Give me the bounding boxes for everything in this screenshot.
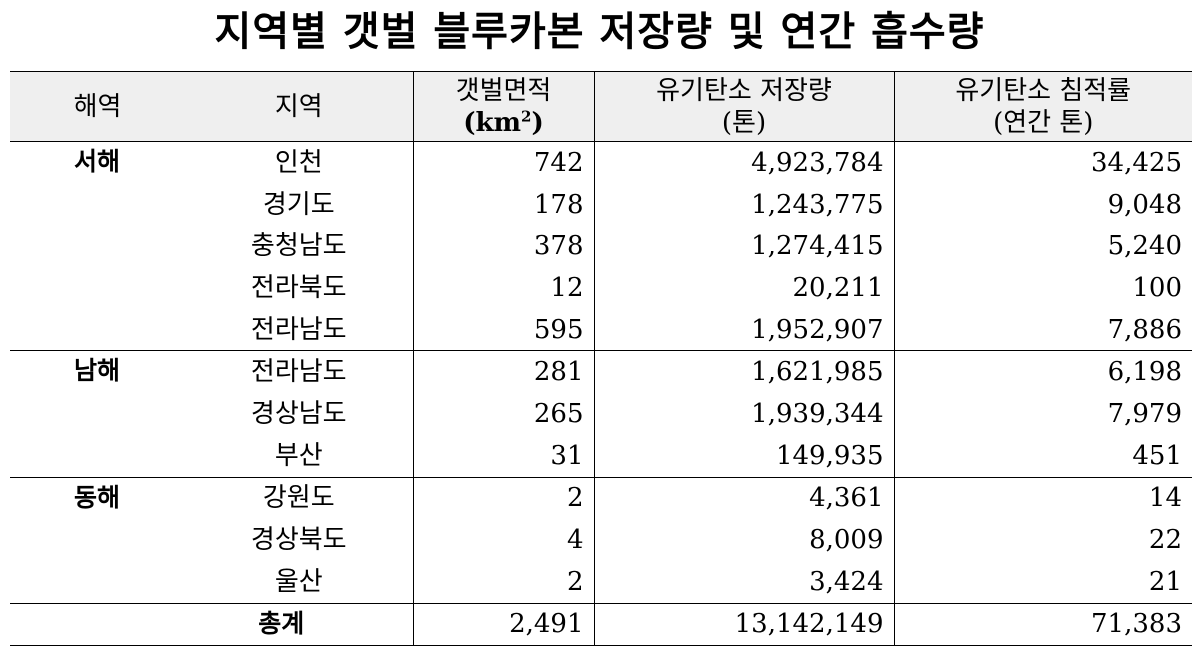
area-cell: 12 <box>412 267 594 309</box>
area-cell: 4 <box>412 519 594 561</box>
area-cell: 742 <box>412 141 594 184</box>
table-row: 전라남도 595 1,952,907 7,886 <box>10 308 1192 351</box>
table-row: 서해 인천 742 4,923,784 34,425 <box>10 141 1192 184</box>
area-cell: 2 <box>412 477 594 520</box>
region-cell: 충청남도 <box>250 231 347 262</box>
page-title: 지역별 갯벌 블루카본 저장량 및 연간 흡수량 <box>214 9 985 55</box>
header-rate-label: 유기탄소 침적률 <box>955 75 1132 106</box>
sea-cell: 남해 <box>74 356 121 386</box>
area-cell: 2 <box>412 560 594 604</box>
rate-cell: 14 <box>893 477 1192 520</box>
rate-cell: 5,240 <box>893 225 1192 268</box>
group-0: 서해 인천 742 4,923,784 34,425 경기도 178 1,243,775 9,0… <box>10 141 1192 351</box>
header-storage: 유기탄소 저장량 (톤) <box>593 71 894 142</box>
table-row: 경상남도 265 1,939,344 7,979 <box>10 393 1192 435</box>
header-area-unit: (km2) <box>418 107 590 139</box>
region-cell: 인천 <box>274 147 323 178</box>
table-row: 전라북도 12 20,211 100 <box>10 267 1192 309</box>
rate-cell: 22 <box>893 519 1192 561</box>
region-cell: 경상북도 <box>250 525 347 556</box>
storage-cell: 20,211 <box>593 267 894 309</box>
rate-cell: 100 <box>893 267 1192 309</box>
header-rate: 유기탄소 침적률 (연간 톤) <box>893 71 1192 142</box>
area-cell: 595 <box>412 308 594 351</box>
sea-cell: 동해 <box>74 482 121 512</box>
group-1: 남해 전라남도 281 1,621,985 6,198 경상남도 265 1,939,344 7… <box>10 350 1192 477</box>
rate-cell: 9,048 <box>893 183 1192 226</box>
unit-sup: 2 <box>521 106 532 125</box>
region-cell: 부산 <box>274 440 323 471</box>
total-rate: 71,383 <box>893 602 1192 646</box>
region-cell: 강원도 <box>262 483 335 514</box>
storage-cell: 1,939,344 <box>593 393 894 435</box>
group-2: 동해 강원도 2 4,361 14 경상북도 4 8,009 22 울산 2 3,424 21 <box>10 477 1192 604</box>
area-cell: 378 <box>412 225 594 268</box>
total-area: 2,491 <box>412 602 594 646</box>
area-cell: 265 <box>412 393 594 435</box>
carbon-table: 해역 지역 갯벌면적 (km2) 유기탄소 저장량 (톤) 유기탄소 침적률 (… <box>10 71 1192 646</box>
table-header: 해역 지역 갯벌면적 (km2) 유기탄소 저장량 (톤) 유기탄소 침적률 (… <box>10 71 1192 142</box>
storage-cell: 3,424 <box>593 560 894 604</box>
table-row: 울산 2 3,424 21 <box>10 560 1192 604</box>
rate-cell: 7,886 <box>893 308 1192 351</box>
rate-cell: 21 <box>893 560 1192 604</box>
unit-base: (km <box>463 107 522 138</box>
total-row: 총계 2,491 13,142,149 71,383 <box>10 602 1192 646</box>
rate-cell: 7,979 <box>893 393 1192 435</box>
header-area-label: 갯벌면적 <box>455 75 552 106</box>
header-storage-unit: (톤) <box>721 107 767 138</box>
table-row: 부산 31 149,935 451 <box>10 434 1192 477</box>
area-cell: 281 <box>412 350 594 394</box>
region-cell: 전라남도 <box>250 357 347 388</box>
header-storage-label: 유기탄소 저장량 <box>656 75 832 106</box>
rate-cell: 451 <box>893 434 1192 477</box>
total-storage: 13,142,149 <box>593 602 894 646</box>
storage-cell: 4,361 <box>593 477 894 520</box>
header-region: 지역 <box>274 91 323 122</box>
table-row: 동해 강원도 2 4,361 14 <box>10 477 1192 520</box>
storage-cell: 4,923,784 <box>593 141 894 184</box>
storage-cell: 1,243,775 <box>593 183 894 226</box>
table-row: 경기도 178 1,243,775 9,048 <box>10 183 1192 226</box>
sea-cell: 서해 <box>74 147 121 176</box>
storage-cell: 149,935 <box>593 434 894 477</box>
storage-cell: 1,274,415 <box>593 225 894 268</box>
rate-cell: 34,425 <box>893 141 1192 184</box>
header-row: 해역 지역 갯벌면적 (km2) 유기탄소 저장량 (톤) 유기탄소 침적률 (… <box>10 71 1192 142</box>
total-label: 총계 <box>10 602 413 646</box>
region-cell: 경기도 <box>262 189 335 220</box>
header-sea: 해역 <box>73 91 122 122</box>
region-cell: 전라남도 <box>250 314 347 345</box>
storage-cell: 8,009 <box>593 519 894 561</box>
storage-cell: 1,952,907 <box>593 308 894 351</box>
table-row: 남해 전라남도 281 1,621,985 6,198 <box>10 350 1192 394</box>
header-area: 갯벌면적 (km2) <box>412 71 594 142</box>
area-cell: 178 <box>412 183 594 226</box>
region-cell: 경상남도 <box>250 398 347 429</box>
rate-cell: 6,198 <box>893 350 1192 394</box>
storage-cell: 1,621,985 <box>593 350 894 394</box>
table-row: 경상북도 4 8,009 22 <box>10 519 1192 561</box>
region-cell: 전라북도 <box>250 272 347 303</box>
unit-end: ) <box>531 107 544 138</box>
region-cell: 울산 <box>274 566 323 597</box>
table-row: 충청남도 378 1,274,415 5,240 <box>10 225 1192 268</box>
header-rate-unit: (연간 톤) <box>993 107 1094 138</box>
area-cell: 31 <box>412 434 594 477</box>
